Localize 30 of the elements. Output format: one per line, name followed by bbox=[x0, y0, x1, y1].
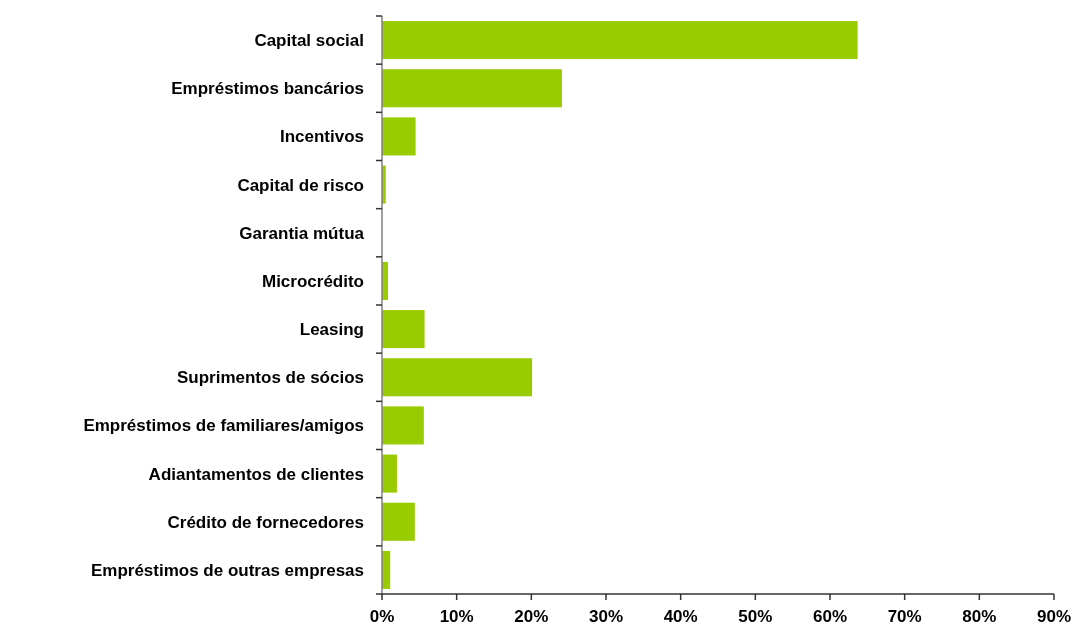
x-tick-label: 80% bbox=[962, 607, 997, 626]
x-tick-label: 60% bbox=[812, 607, 848, 626]
bar bbox=[382, 117, 416, 156]
y-tick-label: Capital social bbox=[254, 31, 364, 51]
bar bbox=[382, 406, 424, 445]
y-tick-label: Incentivos bbox=[279, 127, 364, 147]
x-tick-label: 90% bbox=[1036, 607, 1072, 626]
y-tick-label: Garantia mútua bbox=[239, 223, 365, 243]
bar bbox=[382, 502, 415, 541]
bar bbox=[382, 454, 397, 493]
y-tick-label: Empréstimos de outras empresas bbox=[90, 560, 364, 580]
bar bbox=[382, 358, 533, 397]
y-tick-label: Capital de risco bbox=[237, 175, 364, 195]
bar bbox=[382, 310, 425, 349]
y-tick-label: Empréstimos de familiares/amigos bbox=[83, 416, 364, 436]
y-tick-label: Microcrédito bbox=[261, 271, 364, 291]
x-tick-label: 30% bbox=[588, 607, 624, 626]
bar bbox=[382, 69, 562, 108]
y-tick-label: Empréstimos bancários bbox=[171, 79, 364, 99]
x-tick-label: 0% bbox=[369, 607, 395, 626]
x-tick-label: 20% bbox=[514, 607, 549, 626]
y-tick-label: Leasing bbox=[299, 320, 364, 340]
x-tick-label: 50% bbox=[738, 607, 773, 626]
x-tick-label: 70% bbox=[887, 607, 922, 626]
x-tick-label: 10% bbox=[439, 607, 474, 626]
y-tick-label: Crédito de fornecedores bbox=[167, 512, 364, 532]
y-tick-label: Suprimentos de sócios bbox=[176, 368, 364, 388]
x-tick-label: 40% bbox=[663, 607, 698, 626]
bar bbox=[382, 21, 858, 60]
y-tick-label: Adiantamentos de clientes bbox=[148, 464, 364, 484]
